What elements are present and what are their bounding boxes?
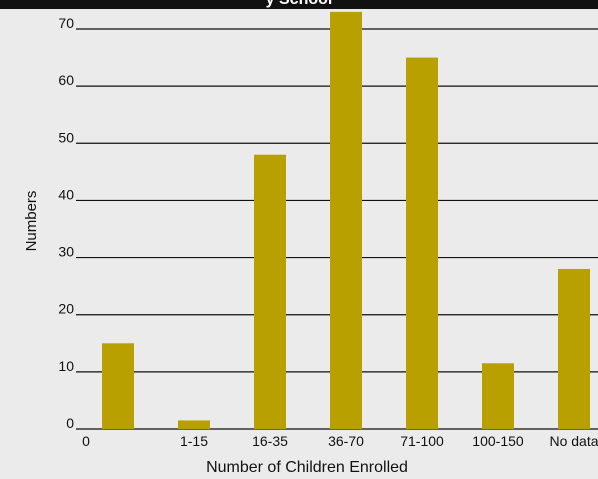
x-tick-label: 16-35	[252, 433, 288, 449]
y-tick-label: 50	[58, 129, 74, 145]
y-tick-label: 30	[58, 244, 74, 260]
chart-panel: 0 10 20 30 40 50 60 70 0 1-15 16-35 36-70 71-100 100…	[0, 9, 598, 479]
x-tick-label: No data	[549, 433, 598, 449]
x-tick-label: 100-150	[472, 433, 524, 449]
bar-chart: 0 10 20 30 40 50 60 70 0 1-15 16-35 36-70 71-100 100…	[23, 11, 598, 476]
x-tick-labels: 0 1-15 16-35 36-70 71-100 100-150 No data	[82, 433, 598, 449]
y-axis-label: Numbers	[23, 191, 40, 252]
y-tick-labels: 0 10 20 30 40 50 60 70	[58, 15, 74, 431]
y-tick-label: 20	[58, 301, 74, 317]
x-tick-label: 71-100	[400, 433, 444, 449]
bar-1-15	[178, 420, 210, 429]
y-tick-label: 10	[58, 358, 74, 374]
chart-title: y School	[0, 0, 598, 9]
bar-71-100	[406, 57, 438, 429]
bar-no-data	[558, 269, 590, 429]
bars	[102, 11, 590, 429]
x-tick-label: 1-15	[180, 433, 208, 449]
x-tick-label: 0	[82, 433, 90, 449]
x-axis-label: Number of Children Enrolled	[206, 459, 408, 476]
bar-0	[102, 343, 134, 429]
y-tick-label: 70	[58, 15, 74, 31]
y-tick-label: 0	[66, 415, 74, 431]
y-tick-label: 40	[58, 186, 74, 202]
bar-100-150	[482, 363, 514, 429]
title-bar: y School	[0, 0, 598, 9]
bar-36-70	[330, 11, 362, 429]
x-tick-label: 36-70	[328, 433, 364, 449]
bar-16-35	[254, 154, 286, 429]
y-tick-label: 60	[58, 72, 74, 88]
